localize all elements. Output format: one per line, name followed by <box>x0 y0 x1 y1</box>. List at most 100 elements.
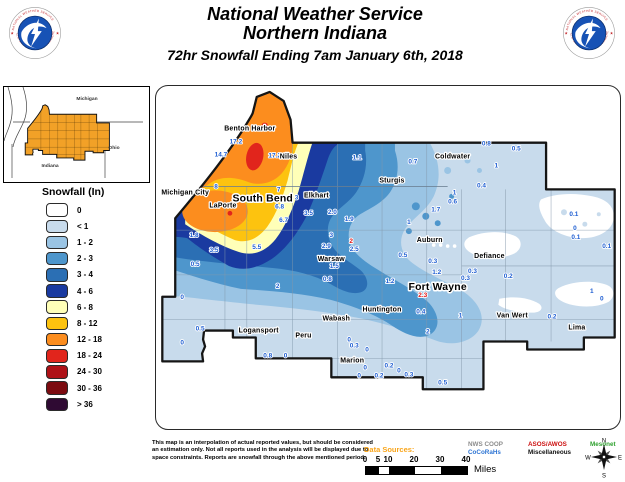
city-label: Fort Wayne <box>409 282 467 293</box>
city-label: Elkhart <box>304 192 329 199</box>
snow-value-label: 0.2 <box>385 362 394 369</box>
data-source-nws-coop: NWS COOP <box>468 441 503 448</box>
snow-value-label: 0.8 <box>323 276 332 283</box>
snow-value-label: 1.8 <box>190 232 199 239</box>
snow-value-label: 14.7 <box>215 152 228 159</box>
data-source-mesonet: Mesonet <box>590 441 616 448</box>
city-label: Huntington <box>363 307 402 314</box>
data-source-asos-awos: ASOS/AWOS <box>528 441 567 448</box>
snow-value-label: 0.1 <box>571 234 580 241</box>
snow-value-label: 0.5 <box>196 326 205 333</box>
snow-value-label: 6.7 <box>279 217 288 224</box>
county-lines <box>162 142 615 390</box>
snow-value-label: 1.7 <box>431 206 440 213</box>
snow-value-label: 0.4 <box>477 182 486 189</box>
legend-label: 18 - 24 <box>77 351 102 361</box>
city-label: Coldwater <box>435 154 470 161</box>
disclaimer-line-1: This map is an interpolation of actual r… <box>152 440 373 446</box>
snow-value-label: 0.2 <box>504 273 513 280</box>
snow-value-label: 0.1 <box>569 211 578 218</box>
legend-swatch <box>46 300 68 314</box>
legend-item: 6 - 8 <box>34 299 154 315</box>
legend-title: Snowfall (In) <box>42 186 105 198</box>
snow-value-label: 0.3 <box>461 275 470 282</box>
legend-swatch <box>46 365 68 379</box>
snow-value-label: 1.5 <box>330 263 339 270</box>
legend-label: 24 - 30 <box>77 367 102 377</box>
legend-swatch <box>46 397 68 412</box>
city-labels: Benton Harbor Niles Michigan CityLaPorteSo… <box>160 125 586 366</box>
inset-county-grid <box>25 104 110 161</box>
scale-tick: 5 <box>375 455 381 464</box>
snow-value-label: 0.3 <box>404 371 413 378</box>
legend-item: 18 - 24 <box>34 348 154 364</box>
compass-s: S <box>602 474 606 480</box>
scale-tick: 20 <box>409 455 419 464</box>
city-label: Wabash <box>323 316 351 323</box>
legend-item: 30 - 36 <box>34 380 154 396</box>
snow-value-label: 1 <box>495 163 499 170</box>
snow-value-label: 0 <box>397 367 401 374</box>
city-label: South Bend <box>232 193 292 204</box>
scale-tick: 40 <box>461 455 471 464</box>
snow-value-label: 2.0 <box>328 209 337 216</box>
snow-value-label: 2.9 <box>322 243 331 250</box>
legend-label: < 1 <box>77 221 89 231</box>
snow-value-label: 2 <box>276 283 280 290</box>
data-source-miscellaneous: Miscellaneous <box>528 449 572 456</box>
legend-item: 1 - 2 <box>34 234 154 250</box>
scale-bar <box>365 466 468 475</box>
snowfall-map: 17.214.7 17.28 736.86.75.53.51.80.500.500.… <box>155 85 621 430</box>
snow-value-label: 0.3 <box>428 258 437 265</box>
city-label: Peru <box>295 333 311 340</box>
legend-swatch <box>46 219 68 234</box>
city-label: Logansport <box>239 328 280 335</box>
city-label: Marion <box>340 357 364 364</box>
legend-item: > 36 <box>34 396 154 412</box>
nws-logo-right <box>562 6 616 60</box>
snow-value-label: 1.2 <box>385 278 394 285</box>
legend-item: 3 - 4 <box>34 267 154 283</box>
snow-value-label: 3.5 <box>210 247 219 254</box>
snow-value-label: 0.5 <box>438 379 447 386</box>
nws-logo-left <box>8 6 62 60</box>
city-label: LaPorte <box>209 202 236 209</box>
city-label: Defiance <box>474 253 505 260</box>
snow-value-label: 0.1 <box>602 243 611 250</box>
legend-item: 24 - 30 <box>34 364 154 380</box>
city-label: Niles <box>280 154 298 161</box>
page-title-region: Northern Indiana <box>242 23 387 43</box>
header: National Weather Service Northern Indian… <box>70 5 560 64</box>
scale-tick: 0 <box>362 455 368 464</box>
snow-value-label: 6.8 <box>275 203 284 210</box>
snow-value-label: 0.7 <box>408 159 417 166</box>
snow-value-label: 3 <box>330 232 334 239</box>
snow-value-label: 8 <box>214 183 218 190</box>
disclaimer-text: This map is an interpolation of actual r… <box>152 440 373 462</box>
legend-swatch <box>46 332 68 347</box>
snow-value-label: 3 <box>295 194 299 201</box>
compass-e: E <box>618 456 622 462</box>
legend-swatch <box>46 235 68 250</box>
legend-item: 2 - 3 <box>34 251 154 267</box>
snow-value-label: 2.3 <box>418 292 427 299</box>
legend-item: < 1 <box>34 218 154 234</box>
snow-value-label: 0 <box>365 346 369 353</box>
snow-value-label: 0 <box>600 296 604 303</box>
snowfall-bands <box>162 91 615 390</box>
data-sources-label: Data Sources: <box>364 445 415 454</box>
inset-label-michigan: Michigan <box>76 96 97 102</box>
snow-value-label: 1 <box>407 219 411 226</box>
city-label: Van Wert <box>497 313 529 320</box>
snow-value-label: 0 <box>347 337 351 344</box>
snow-value-label: 0.3 <box>468 268 477 275</box>
compass-w: W <box>585 456 591 462</box>
disclaimer-line-2: an estimation only. Not all reports used… <box>152 447 369 454</box>
snow-value-label: 0.4 <box>416 309 425 316</box>
snow-value-label: 0.8 <box>263 352 272 359</box>
snow-value-label: 2 <box>349 238 353 245</box>
scale-unit-label: Miles <box>474 464 497 475</box>
legend-rows: 0 < 1 1 - 2 2 - 3 3 - 4 4 - 6 6 - 8 8 - 12 12 - … <box>34 202 154 412</box>
legend-swatch <box>46 268 68 282</box>
legend-swatch <box>46 381 68 395</box>
